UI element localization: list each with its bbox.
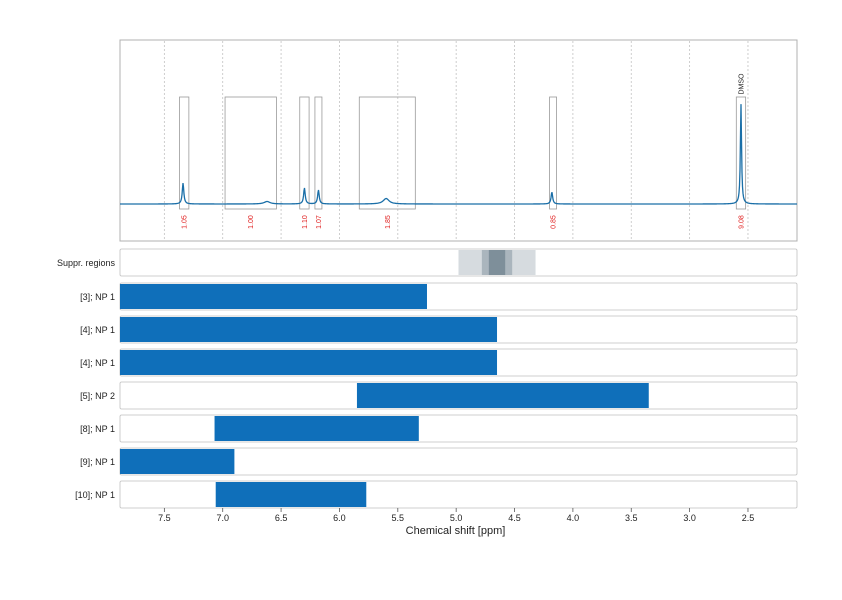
integration-box xyxy=(179,96,190,210)
suppressed-row-frame xyxy=(119,248,798,277)
range-row-label: [8]; NP 1 xyxy=(80,424,115,434)
integration-box xyxy=(358,96,416,210)
range-bar xyxy=(120,350,498,375)
integration-value: 1.00 xyxy=(248,215,255,229)
x-axis-title: Chemical shift [ppm] xyxy=(406,525,506,537)
integration-value: 1.85 xyxy=(385,215,392,229)
integration-value: 1.10 xyxy=(302,215,309,229)
x-tick-label: 5.0 xyxy=(450,513,463,523)
x-tick-label: 3.0 xyxy=(683,513,696,523)
x-tick-label: 2.5 xyxy=(742,513,755,523)
x-tick-label: 4.5 xyxy=(508,513,521,523)
range-bar xyxy=(214,416,419,441)
range-bar xyxy=(356,383,649,408)
solvent-label: DMSO xyxy=(738,73,745,95)
integration-box xyxy=(299,96,310,210)
integration-box xyxy=(314,96,323,210)
range-row-label: [10]; NP 1 xyxy=(75,490,115,500)
range-bar xyxy=(215,482,367,507)
x-tick-label: 4.0 xyxy=(567,513,580,523)
integration-box xyxy=(735,96,747,210)
range-row-label: [4]; NP 1 xyxy=(80,325,115,335)
spectrum-panel xyxy=(119,39,798,242)
suppressed-row-label: Suppr. regions xyxy=(57,258,116,268)
x-tick-label: 6.5 xyxy=(275,513,288,523)
range-row-label: [5]; NP 2 xyxy=(80,391,115,401)
x-tick-label: 7.0 xyxy=(216,513,229,523)
range-row-label: [9]; NP 1 xyxy=(80,457,115,467)
integration-value: 1.05 xyxy=(182,215,189,229)
range-bar xyxy=(120,449,235,474)
range-bar xyxy=(120,317,498,342)
integration-value: 1.07 xyxy=(316,215,323,229)
spectrum-line xyxy=(120,104,797,205)
integration-box xyxy=(224,96,277,210)
range-row-label: [3]; NP 1 xyxy=(80,292,115,302)
x-tick-label: 7.5 xyxy=(158,513,171,523)
integration-value: 9.08 xyxy=(738,215,745,229)
x-tick-label: 5.5 xyxy=(392,513,405,523)
integration-box xyxy=(549,96,557,210)
x-tick-label: 3.5 xyxy=(625,513,638,523)
suppressed-band xyxy=(488,250,506,275)
x-tick-label: 6.0 xyxy=(333,513,346,523)
range-bar xyxy=(120,284,427,309)
range-row-label: [4]; NP 1 xyxy=(80,358,115,368)
integration-value: 0.85 xyxy=(551,215,558,229)
